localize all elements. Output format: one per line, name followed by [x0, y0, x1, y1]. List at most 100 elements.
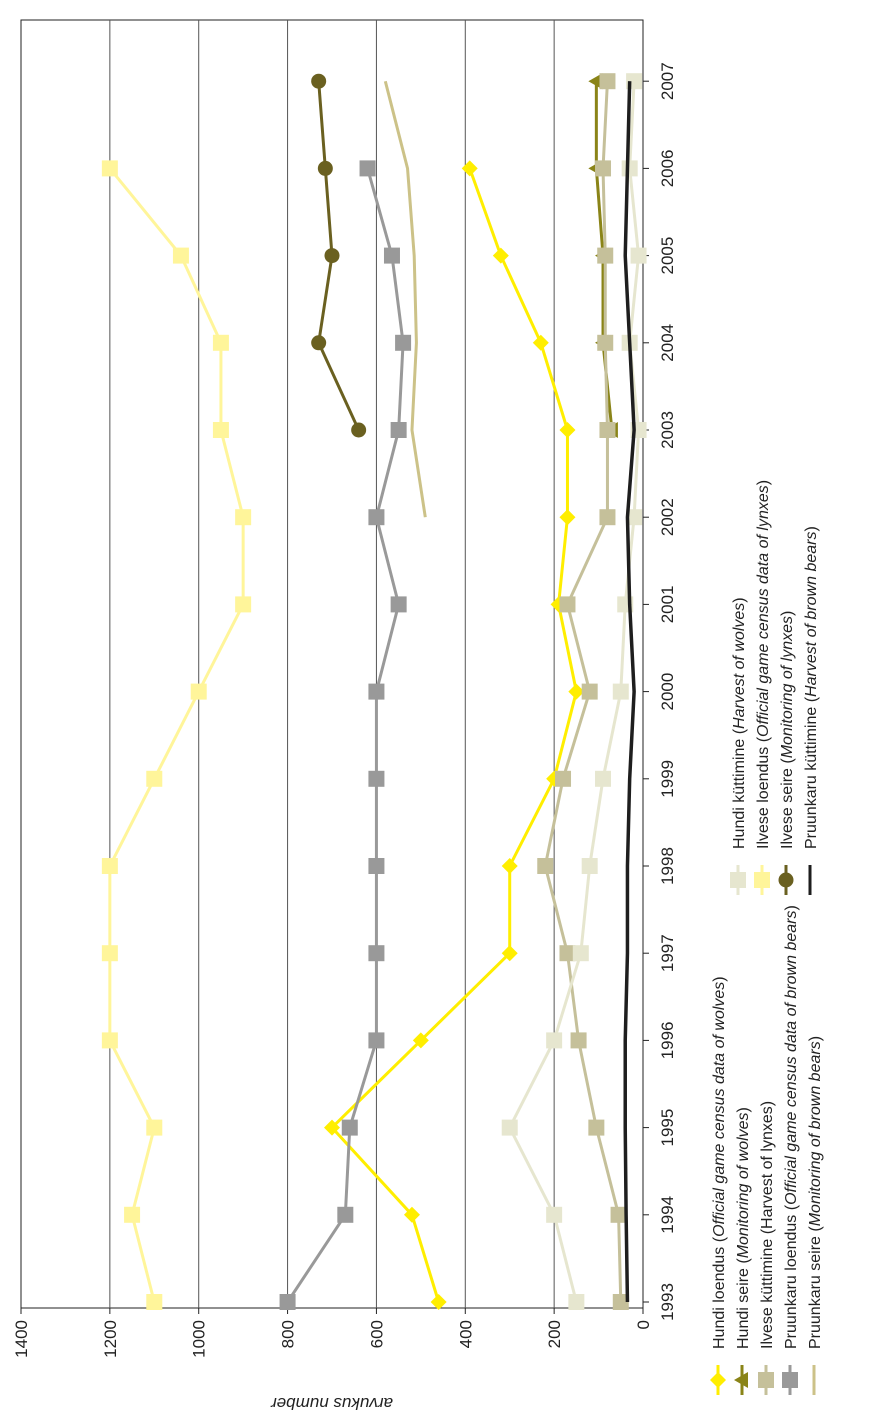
- series-line: [383, 80, 427, 518]
- category-tick-label: 2001: [658, 585, 677, 623]
- data-point: [572, 945, 589, 962]
- data-point: [568, 1294, 585, 1310]
- legend-label-text: Ilvese seire (: [779, 758, 796, 849]
- legend-swatch-marker: [734, 1372, 748, 1388]
- legend-label-text: Hundi loendus (: [711, 1236, 728, 1349]
- value-tick-label: 0: [634, 1320, 653, 1329]
- value-tick-label: 1200: [101, 1320, 120, 1358]
- legend-label: Hundi küttimine (Harvest of wolves): [731, 597, 748, 849]
- data-point: [412, 1032, 429, 1049]
- category-tick-label: 2004: [658, 324, 677, 362]
- data-point: [546, 1032, 563, 1049]
- legend-label-close: ): [731, 597, 748, 602]
- data-point: [612, 683, 629, 700]
- data-point: [368, 858, 385, 874]
- legend-label-italic: Monitoring of lynxes: [779, 616, 796, 758]
- legend-label-close: ): [779, 611, 796, 616]
- legend-label: Pruunkaru seire (Monitoring of brown bea…: [807, 1036, 824, 1349]
- series-line: [623, 81, 636, 1303]
- data-point: [101, 945, 118, 962]
- data-point: [101, 160, 118, 177]
- data-point: [146, 1294, 163, 1310]
- data-point: [212, 334, 229, 351]
- data-point: [124, 1206, 141, 1223]
- legend-swatch-marker: [778, 872, 794, 888]
- legend-swatch-marker: [730, 872, 746, 888]
- legend-item-ilvese_kuttimine: Ilvese küttimine (Harvest of lynxes): [758, 1101, 776, 1395]
- legend-label-close: ): [783, 905, 800, 910]
- data-point: [311, 73, 327, 89]
- legend: Hundi loendus ( Official game census data…: [710, 480, 824, 1395]
- legend-item-hundi_seire: Hundi seire (Monitoring of wolves): [734, 1107, 752, 1395]
- legend-label-text: Pruunkaru seire (: [807, 1226, 824, 1349]
- category-tick-label: 2006: [658, 149, 677, 187]
- category-tick-label: 1999: [658, 760, 677, 798]
- legend-label-text: Hundi seire (: [735, 1258, 752, 1349]
- data-point: [172, 247, 189, 264]
- data-point: [279, 1294, 296, 1310]
- series-pruunkaru_loendus: [279, 160, 412, 1310]
- legend-label-close: ): [807, 1036, 824, 1041]
- legend-label-text: Ilvese loendus (: [755, 736, 772, 849]
- legend-label: Hundi loendus (Official game census data…: [711, 976, 728, 1349]
- data-point: [595, 770, 612, 787]
- data-point: [337, 1206, 354, 1223]
- data-point: [383, 247, 400, 264]
- legend-label-close: ): [803, 526, 820, 531]
- legend-swatch-marker: [758, 1372, 774, 1388]
- data-point: [555, 770, 572, 787]
- legend-label: Ilvese seire (Monitoring of lynxes): [779, 611, 796, 849]
- data-point: [532, 334, 549, 351]
- series-ilvese_loendus: [101, 160, 252, 1310]
- data-point: [537, 858, 554, 874]
- data-point: [190, 683, 207, 700]
- legend-label-close: ): [735, 1107, 752, 1112]
- category-tick-label: 1998: [658, 847, 677, 885]
- category-tick-label: 2003: [658, 411, 677, 449]
- data-point: [599, 73, 616, 90]
- legend-item-pruunkaru_loendus: Pruunkaru loendus (Official game census …: [782, 905, 800, 1395]
- category-tick-label: 1995: [658, 1109, 677, 1147]
- data-point: [368, 1032, 385, 1049]
- data-point: [324, 1119, 340, 1136]
- series-ilvese_seire: [311, 73, 367, 438]
- data-point: [101, 858, 118, 874]
- data-point: [311, 335, 327, 351]
- legend-label: Hundi seire (Monitoring of wolves): [735, 1107, 752, 1349]
- legend-label-italic: Monitoring of brown bears: [807, 1041, 824, 1226]
- series-hundi_kuttimine: [501, 73, 647, 1310]
- value-tick-label: 600: [367, 1320, 386, 1348]
- legend-item-pruunkaru_seire: Pruunkaru seire (Monitoring of brown bea…: [807, 1036, 824, 1395]
- data-point: [359, 160, 376, 177]
- value-tick-label: 1400: [12, 1320, 31, 1358]
- legend-label-text: Pruunkaru loendus (: [783, 1204, 800, 1349]
- category-tick-label: 2007: [658, 62, 677, 100]
- data-point: [351, 422, 367, 438]
- plot-area: 0 200 400 600 800 1000 1200 1400 1993 1994 1995 199…: [12, 19, 677, 1358]
- legend-label-italic: Official game census data of brown bears: [783, 911, 800, 1205]
- value-tick-label: 400: [456, 1320, 475, 1348]
- value-tick-label: 800: [279, 1320, 298, 1348]
- data-point: [212, 422, 229, 438]
- data-point: [626, 509, 643, 526]
- data-point: [492, 247, 509, 264]
- legend-label-close: ): [711, 976, 728, 981]
- legend-label-text: Hundi küttimine (: [731, 728, 748, 849]
- data-point: [621, 160, 638, 177]
- legend-label-italic: Official game census data of lynxes: [755, 485, 772, 737]
- data-point: [588, 73, 603, 90]
- value-tick-label: 200: [545, 1320, 564, 1348]
- series-pruunkaru_seire: [383, 80, 427, 518]
- data-point: [341, 1119, 358, 1136]
- legend-label: Pruunkaru loendus (Official game census …: [783, 905, 800, 1349]
- legend-label-close: ): [755, 480, 772, 485]
- data-point: [599, 509, 616, 526]
- category-tick-label: 2000: [658, 673, 677, 711]
- data-point: [568, 683, 585, 700]
- value-tick-label: 1000: [190, 1320, 209, 1358]
- data-point: [559, 945, 576, 962]
- data-point: [501, 945, 518, 962]
- data-point: [559, 422, 576, 438]
- series-line: [108, 167, 245, 1303]
